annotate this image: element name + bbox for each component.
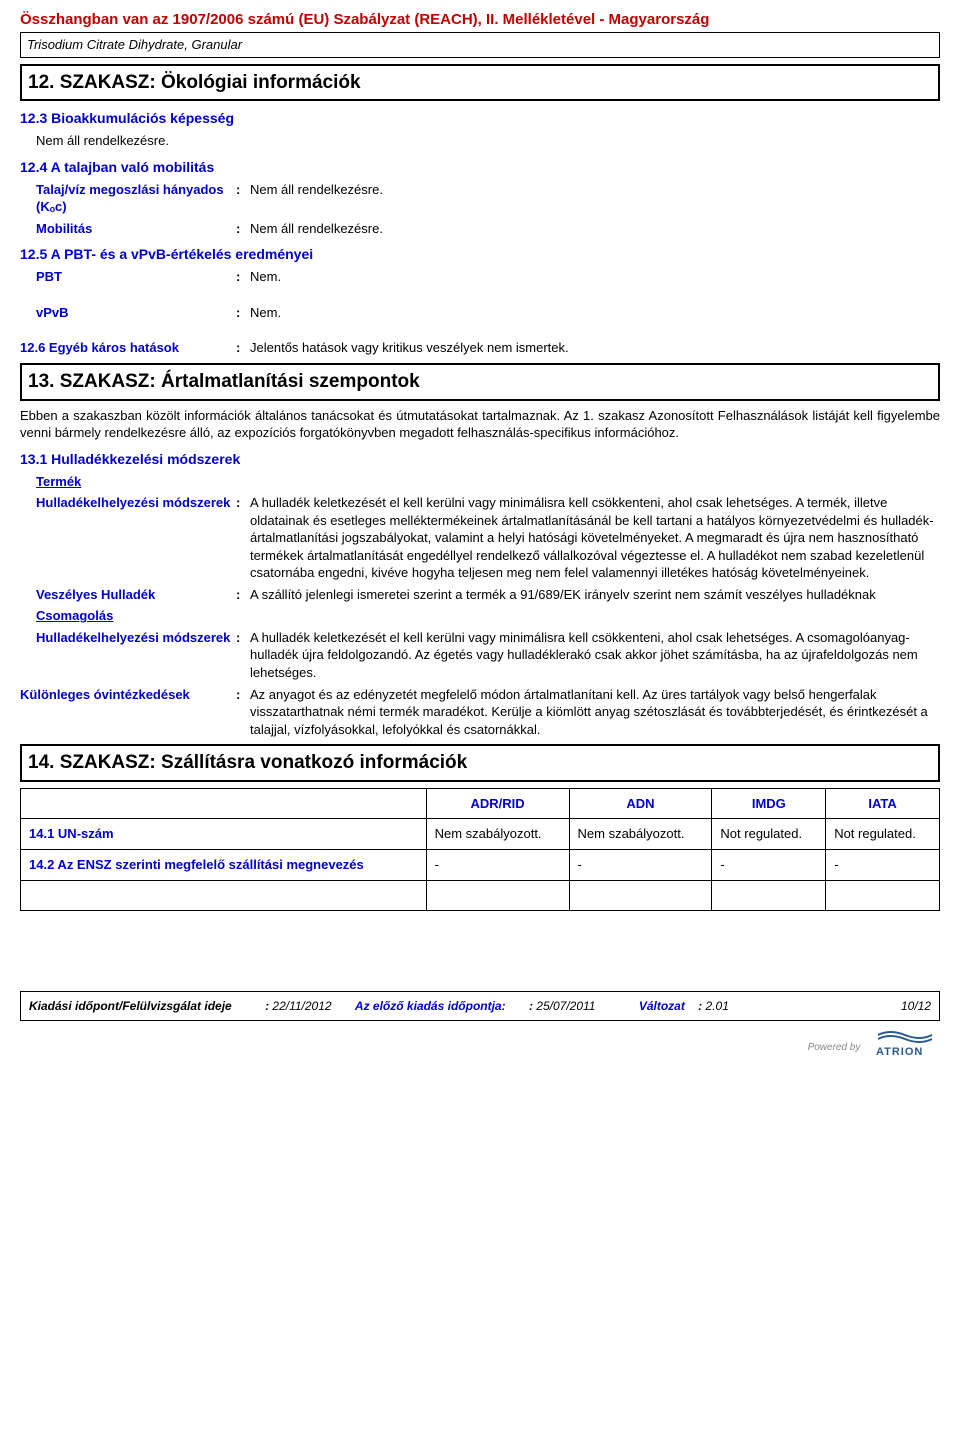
pbt-row: PBT : Nem.: [36, 268, 940, 286]
version-label: Változat: [639, 999, 685, 1013]
empty-cell: [712, 880, 826, 910]
colon: :: [236, 629, 250, 682]
row1-cell-1: Nem szabályozott.: [569, 819, 712, 850]
colon: :: [236, 586, 250, 604]
powered-by-label: Powered by: [808, 1042, 861, 1053]
table-row-name: 14.2 Az ENSZ szerinti megfelelő szállítá…: [21, 849, 940, 880]
regulation-header: Összhangban van az 1907/2006 számú (EU) …: [20, 10, 940, 30]
colon: :: [236, 181, 250, 216]
colon: :: [236, 220, 250, 238]
colon: :: [236, 268, 250, 286]
transport-table: ADR/RID ADN IMDG IATA 14.1 UN-szám Nem s…: [20, 788, 940, 911]
subsection-12-3: 12.3 Bioakkumulációs képesség: [20, 109, 940, 128]
logo-area: Powered by ATRION: [20, 1031, 940, 1064]
hazwaste-value: A szállító jelenlegi ismeretei szerint a…: [250, 586, 940, 604]
empty-cell: [21, 880, 427, 910]
section-14-box: 14. SZAKASZ: Szállításra vonatkozó infor…: [20, 744, 940, 782]
empty-cell: [426, 880, 569, 910]
issue-label: Kiadási időpont/Felülvizsgálat ideje: [29, 999, 232, 1013]
vpvb-label: vPvB: [36, 304, 236, 322]
hazwaste-label: Veszélyes Hulladék: [36, 586, 236, 604]
subsection-12-4: 12.4 A talajban való mobilitás: [20, 158, 940, 177]
section-13-box: 13. SZAKASZ: Ártalmatlanítási szempontok: [20, 363, 940, 401]
row1-cell-0: Nem szabályozott.: [426, 819, 569, 850]
row1-cell-2: Not regulated.: [712, 819, 826, 850]
product-name: Trisodium Citrate Dihydrate, Granular: [27, 37, 242, 52]
product-disposal-row: Hulladékelhelyezési módszerek : A hullad…: [36, 494, 940, 582]
soil-label: Talaj/víz megoszlási hányados (Kₒc): [36, 181, 236, 216]
packaging-disposal-row: Hulladékelhelyezési módszerek : A hullad…: [36, 629, 940, 682]
row2-cell-3: -: [826, 849, 940, 880]
page-number: 10/12: [901, 998, 931, 1014]
vpvb-row: vPvB : Nem.: [36, 304, 940, 322]
sub6-label: 12.6 Egyéb káros hatások: [20, 339, 236, 357]
subsection-13-1: 13.1 Hulladékkezelési módszerek: [20, 450, 940, 469]
vpvb-value: Nem.: [250, 304, 940, 322]
table-row-un: 14.1 UN-szám Nem szabályozott. Nem szabá…: [21, 819, 940, 850]
product-box: Trisodium Citrate Dihydrate, Granular: [20, 32, 940, 58]
atrion-logo-icon: ATRION: [870, 1031, 940, 1064]
soil-value: Nem áll rendelkezésre.: [250, 181, 940, 216]
version-value: 2.01: [706, 999, 729, 1013]
col-adr: ADR/RID: [426, 788, 569, 819]
prev-label: Az előző kiadás időpontja:: [355, 999, 506, 1013]
table-row-empty: [21, 880, 940, 910]
sub3-value: Nem áll rendelkezésre.: [36, 132, 940, 150]
mobility-label: Mobilitás: [36, 220, 236, 238]
svg-text:ATRION: ATRION: [876, 1046, 923, 1058]
packaging-disposal-label: Hulladékelhelyezési módszerek: [36, 629, 236, 682]
colon: :: [236, 339, 250, 357]
product-heading: Termék: [36, 473, 940, 491]
prev-date: 25/07/2011: [536, 999, 595, 1013]
section-12-box: 12. SZAKASZ: Ökológiai információk: [20, 64, 940, 102]
product-disposal-label: Hulladékelhelyezési módszerek: [36, 494, 236, 582]
section13-intro: Ebben a szakaszban közölt információk ál…: [20, 407, 940, 442]
mobility-value: Nem áll rendelkezésre.: [250, 220, 940, 238]
row2-label: 14.2 Az ENSZ szerinti megfelelő szállítá…: [21, 849, 427, 880]
section-13-title: 13. SZAKASZ: Ártalmatlanítási szempontok: [28, 371, 420, 392]
sub6-row: 12.6 Egyéb káros hatások : Jelentős hatá…: [20, 339, 940, 357]
col-adn: ADN: [569, 788, 712, 819]
colon: :: [236, 304, 250, 322]
row1-label: 14.1 UN-szám: [21, 819, 427, 850]
precautions-row: Különleges óvintézkedések : Az anyagot é…: [20, 686, 940, 739]
row2-cell-1: -: [569, 849, 712, 880]
row2-cell-0: -: [426, 849, 569, 880]
footer-cell: Kiadási időpont/Felülvizsgálat ideje : 2…: [23, 994, 937, 1018]
colon: :: [236, 494, 250, 582]
col-imdg: IMDG: [712, 788, 826, 819]
section-12-title: 12. SZAKASZ: Ökológiai információk: [28, 72, 361, 93]
section-14-title: 14. SZAKASZ: Szállításra vonatkozó infor…: [28, 752, 467, 773]
empty-cell: [826, 880, 940, 910]
soil-row: Talaj/víz megoszlási hányados (Kₒc) : Ne…: [36, 181, 940, 216]
empty-cell: [569, 880, 712, 910]
issue-date: 22/11/2012: [272, 999, 331, 1013]
subsection-12-5: 12.5 A PBT- és a vPvB-értékelés eredmény…: [20, 245, 940, 264]
product-disposal-value: A hulladék keletkezését el kell kerülni …: [250, 494, 940, 582]
hazwaste-row: Veszélyes Hulladék : A szállító jelenleg…: [36, 586, 940, 604]
sub6-value: Jelentős hatások vagy kritikus veszélyek…: [250, 339, 940, 357]
pbt-value: Nem.: [250, 268, 940, 286]
row2-cell-2: -: [712, 849, 826, 880]
precautions-value: Az anyagot és az edényzetét megfelelő mó…: [250, 686, 940, 739]
packaging-disposal-value: A hulladék keletkezését el kell kerülni …: [250, 629, 940, 682]
pbt-label: PBT: [36, 268, 236, 286]
mobility-row: Mobilitás : Nem áll rendelkezésre.: [36, 220, 940, 238]
precautions-label: Különleges óvintézkedések: [20, 686, 236, 739]
footer-bar: Kiadási időpont/Felülvizsgálat ideje : 2…: [20, 991, 940, 1021]
row1-cell-3: Not regulated.: [826, 819, 940, 850]
colon: :: [236, 686, 250, 739]
empty-header: [21, 788, 427, 819]
table-header-row: ADR/RID ADN IMDG IATA: [21, 788, 940, 819]
col-iata: IATA: [826, 788, 940, 819]
packaging-heading: Csomagolás: [36, 607, 940, 625]
